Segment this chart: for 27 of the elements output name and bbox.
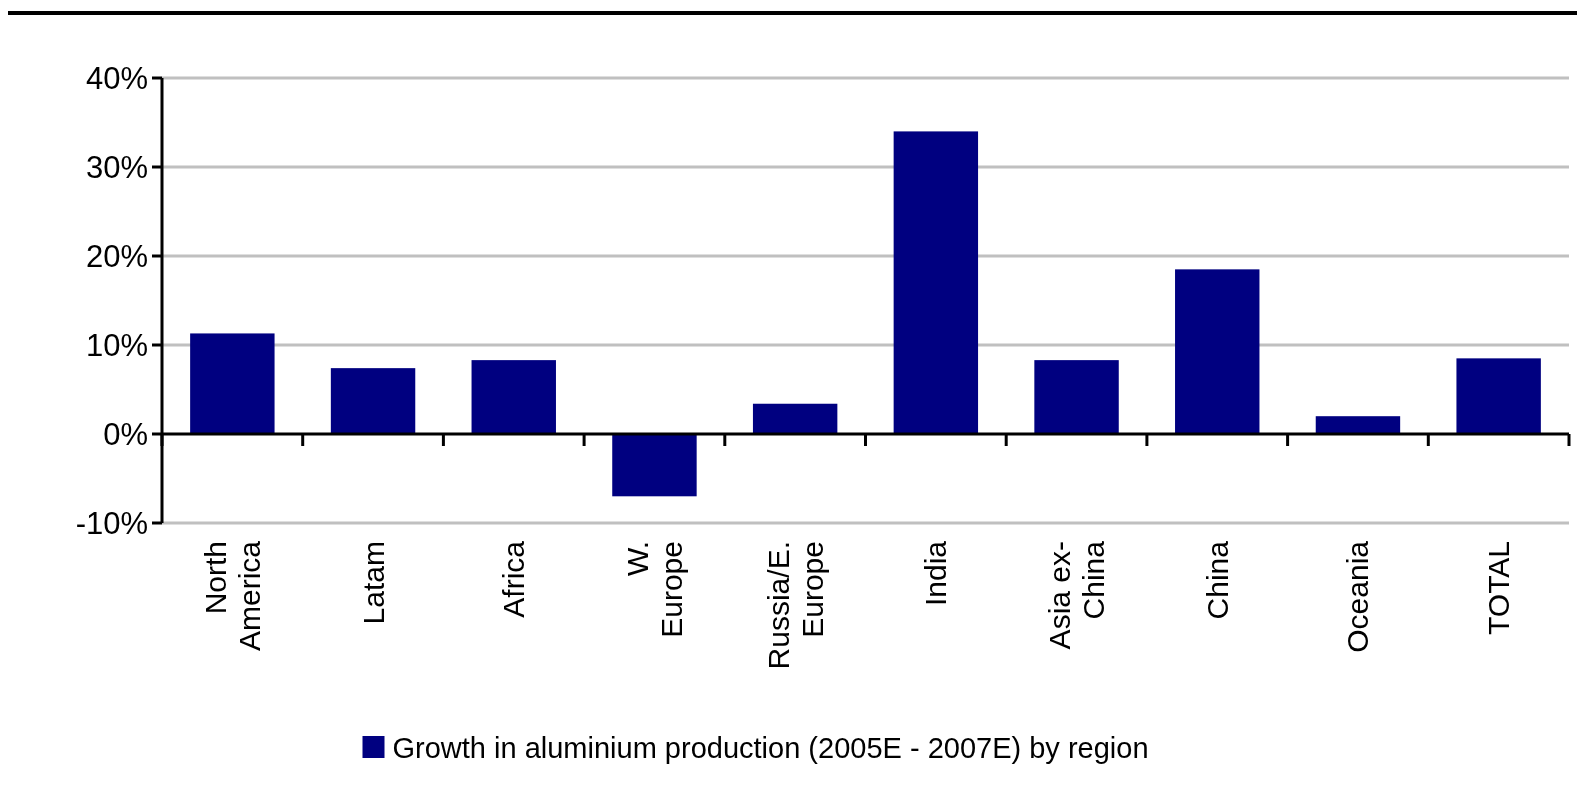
legend-label: Growth in aluminium production (2005E - 2007E) by region bbox=[392, 732, 1149, 765]
bar bbox=[1034, 360, 1119, 434]
bar bbox=[752, 403, 838, 434]
x-tick-label: Oceania bbox=[1341, 540, 1375, 653]
x-tick-label: Asia ex-China bbox=[1043, 540, 1111, 650]
x-tick-label: Africa bbox=[497, 540, 531, 618]
bar bbox=[330, 368, 416, 434]
y-tick-label: 0% bbox=[103, 416, 148, 452]
x-tick-label: W. Europe bbox=[620, 541, 688, 638]
bar bbox=[1315, 416, 1401, 434]
x-tick-label: Russia/E. Europe bbox=[761, 541, 829, 670]
bar bbox=[190, 333, 275, 434]
x-tick-label: TOTAL bbox=[1482, 541, 1516, 635]
bar bbox=[612, 434, 697, 497]
x-tick-label: North America bbox=[198, 540, 266, 652]
x-tick-label: Latam bbox=[356, 541, 390, 625]
y-tick-label: -10% bbox=[75, 505, 148, 541]
x-tick-label: China bbox=[1200, 540, 1234, 620]
bar bbox=[1456, 358, 1541, 434]
y-tick-label: 10% bbox=[85, 327, 148, 363]
bar bbox=[471, 360, 556, 434]
y-tick-label: 40% bbox=[85, 60, 148, 96]
bar bbox=[1175, 269, 1260, 434]
y-tick-label: 30% bbox=[85, 149, 148, 185]
bar bbox=[893, 131, 979, 434]
y-tick-label: 20% bbox=[85, 238, 148, 274]
x-tick-label: India bbox=[919, 540, 953, 607]
